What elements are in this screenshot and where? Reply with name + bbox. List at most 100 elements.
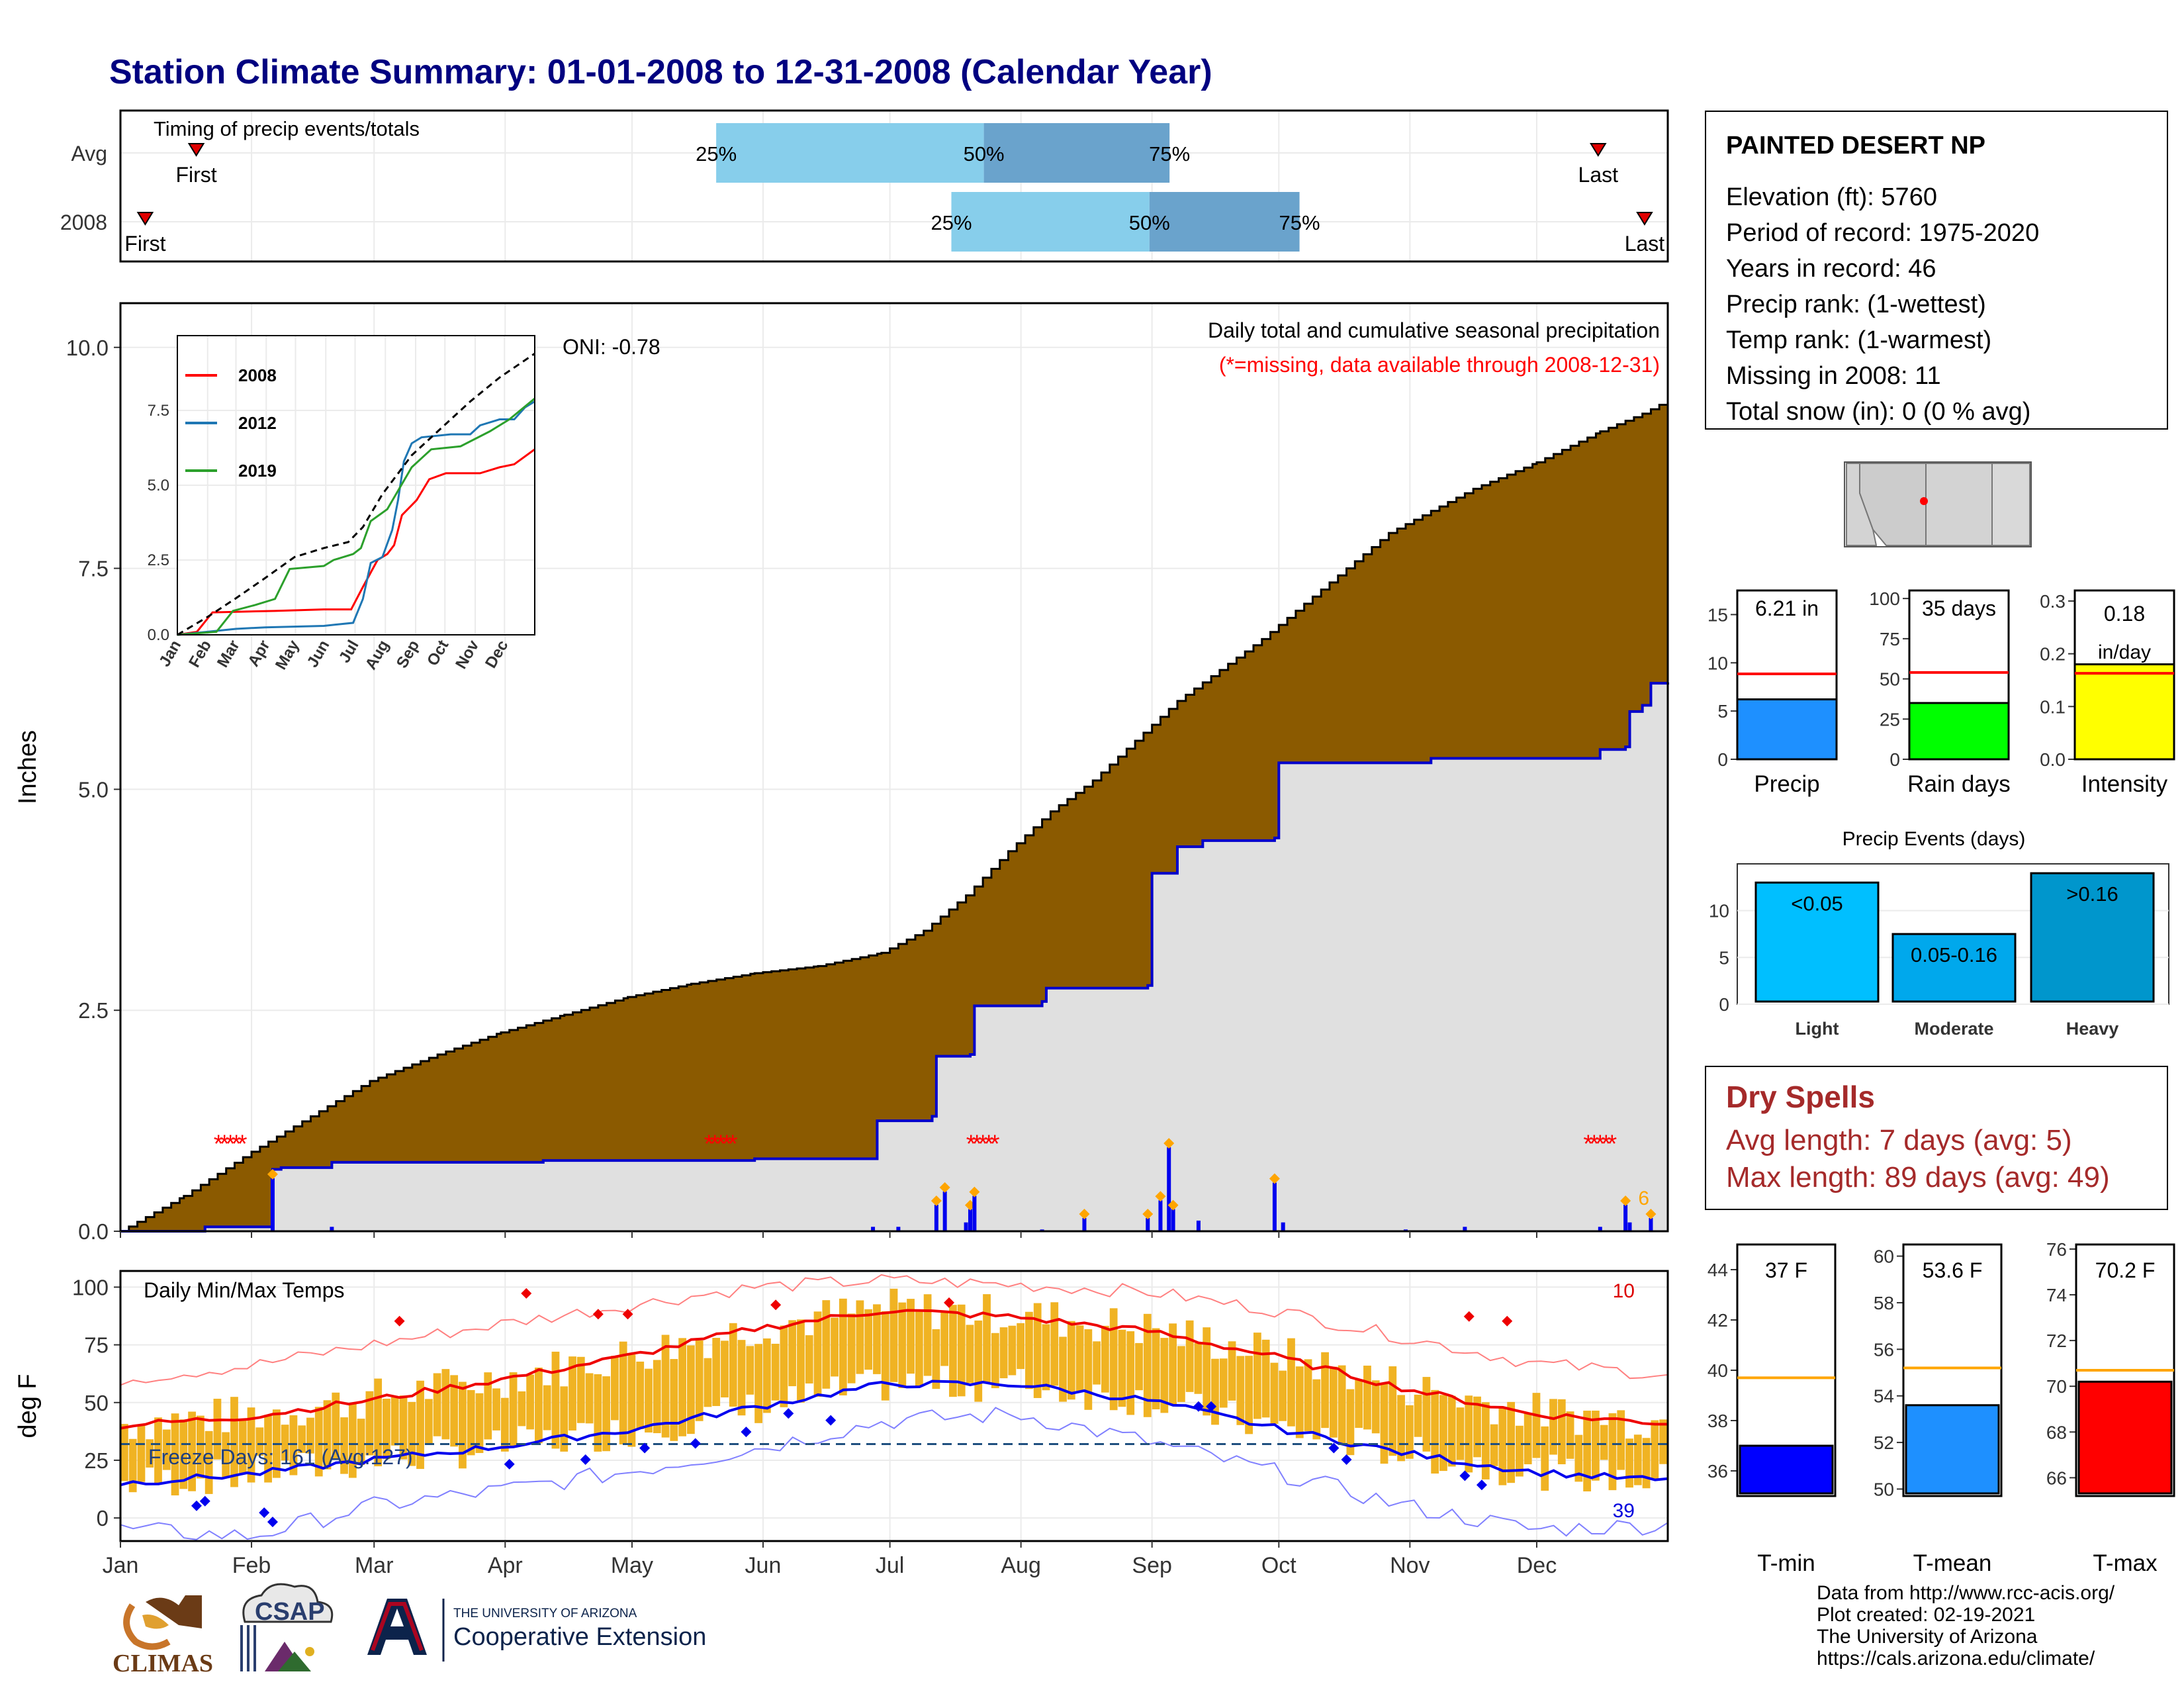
daily-temp-bar bbox=[1592, 1410, 1600, 1481]
record-low-marker bbox=[639, 1442, 651, 1454]
daily-temp-bar bbox=[1642, 1438, 1651, 1489]
tstat-tick-label: 40 bbox=[1707, 1360, 1728, 1381]
daily-temp-bar bbox=[526, 1374, 535, 1430]
temp-tick-label: 75 bbox=[84, 1333, 109, 1358]
stat-tick-label: 0 bbox=[1717, 749, 1728, 770]
station-name: PAINTED DESERT NP bbox=[1726, 132, 1986, 160]
tstat-tick-label: 38 bbox=[1707, 1411, 1728, 1431]
record-low-marker bbox=[267, 1517, 278, 1528]
daily-temp-bar bbox=[1067, 1321, 1075, 1400]
daily-temp-bar bbox=[695, 1340, 704, 1421]
precip-annotation-title: Daily total and cumulative seasonal prec… bbox=[1208, 318, 1660, 342]
temp-panel-label: Daily Min/Max Temps bbox=[144, 1278, 344, 1302]
record-low-marker bbox=[690, 1438, 701, 1449]
daily-temp-bar bbox=[729, 1323, 737, 1407]
month-label: Oct bbox=[1261, 1553, 1297, 1578]
daily-temp-bar bbox=[1371, 1380, 1380, 1434]
daily-temp-bar bbox=[1659, 1419, 1667, 1464]
daily-temp-bar bbox=[1017, 1323, 1025, 1370]
csap-logo: CSAP bbox=[240, 1583, 334, 1671]
temp-tick-label: 100 bbox=[72, 1275, 109, 1299]
daily-precip-bar bbox=[1649, 1217, 1653, 1231]
daily-temp-bar bbox=[1253, 1333, 1261, 1419]
daily-temp-bar bbox=[459, 1382, 467, 1469]
tstat-value-label: 70.2 F bbox=[2095, 1258, 2156, 1282]
climas-logo-text: CLIMAS bbox=[113, 1650, 213, 1677]
tstat-value-label: 53.6 F bbox=[1923, 1258, 1983, 1282]
daily-temp-bar bbox=[509, 1372, 518, 1448]
daily-temp-bar bbox=[594, 1374, 602, 1452]
month-label: Apr bbox=[488, 1553, 523, 1578]
daily-temp-bar bbox=[974, 1320, 983, 1402]
month-label: Jan bbox=[103, 1553, 139, 1578]
temp-tick-label: 25 bbox=[84, 1448, 109, 1473]
temp-axis-label: deg F bbox=[14, 1374, 42, 1438]
daily-temp-bar bbox=[1524, 1413, 1532, 1465]
daily-temp-bar bbox=[754, 1344, 762, 1423]
events-category-label: Light bbox=[1796, 1019, 1839, 1039]
record-low-marker bbox=[191, 1500, 202, 1511]
state-map-newmexico bbox=[1925, 463, 1993, 546]
record-low-marker bbox=[1476, 1479, 1487, 1491]
daily-precip-bar bbox=[896, 1227, 901, 1231]
daily-temp-bar bbox=[1498, 1407, 1507, 1485]
daily-temp-bar bbox=[390, 1397, 399, 1446]
precip-annotation-missing: (*=missing, data available through 2008-… bbox=[1219, 353, 1660, 377]
daily-temp-bar bbox=[1228, 1341, 1236, 1401]
stat-value-label: 35 days bbox=[1922, 596, 1996, 620]
daily-temp-bar bbox=[340, 1417, 348, 1474]
events-bar-label: >0.16 bbox=[2066, 882, 2118, 906]
timing-frame bbox=[119, 109, 1669, 263]
freeze-days-label: Freeze Days: 161 (Avg:127) bbox=[148, 1445, 413, 1469]
daily-temp-bar bbox=[1084, 1329, 1093, 1410]
timing-row-label: Avg bbox=[71, 142, 107, 165]
events-bar bbox=[1754, 881, 1880, 1003]
daily-temp-bar bbox=[128, 1438, 137, 1493]
tstat-tick-label: 72 bbox=[2046, 1331, 2067, 1351]
daily-temp-bar bbox=[771, 1343, 780, 1401]
daily-temp-bar bbox=[1042, 1324, 1050, 1391]
record-low-marker bbox=[1206, 1401, 1217, 1412]
record-low-marker bbox=[825, 1415, 837, 1426]
timing-q75-label: 75% bbox=[1149, 142, 1190, 165]
daily-temp-bar bbox=[1304, 1359, 1312, 1432]
stat-tick-label: 0 bbox=[1889, 749, 1900, 770]
credit-url: https://cals.arizona.edu/climate/ bbox=[1817, 1648, 2095, 1669]
daily-temp-bar bbox=[1414, 1394, 1422, 1437]
daily-temp-bar bbox=[1600, 1425, 1608, 1460]
month-label: Dec bbox=[1517, 1553, 1557, 1578]
daily-temp-bar bbox=[1380, 1382, 1388, 1464]
stat-tick-label: 0.3 bbox=[2040, 591, 2066, 612]
daily-temp-bar bbox=[1211, 1358, 1219, 1425]
daily-temp-bar bbox=[1075, 1325, 1084, 1391]
daily-precip-bar bbox=[968, 1209, 972, 1231]
missing-marker: * bbox=[1607, 1130, 1617, 1158]
stat-frame bbox=[1908, 589, 2010, 761]
daily-temp-bar bbox=[1465, 1395, 1473, 1473]
daily-temp-bar bbox=[1355, 1379, 1363, 1429]
daily-temp-bar bbox=[450, 1375, 459, 1447]
daily-temp-bar bbox=[686, 1345, 695, 1434]
daily-precip-bar bbox=[1146, 1217, 1150, 1231]
daily-temp-bar bbox=[889, 1288, 898, 1382]
daily-temp-bar bbox=[535, 1367, 543, 1444]
daily-temp-bar bbox=[1033, 1303, 1042, 1398]
dry-spells-box: Dry Spells Avg length: 7 days (avg: 5) M… bbox=[1705, 1066, 2168, 1210]
daily-temp-bar bbox=[1025, 1311, 1033, 1389]
daily-precip-bar bbox=[1196, 1220, 1201, 1231]
daily-precip-marker bbox=[267, 1168, 278, 1180]
stat-bar bbox=[1736, 698, 1838, 761]
daily-precip-bar bbox=[270, 1178, 275, 1231]
missing-marker: * bbox=[232, 1130, 242, 1158]
daily-temp-bar bbox=[1651, 1420, 1659, 1479]
daily-temp-bar bbox=[492, 1388, 500, 1430]
stat-value-label: 6.21 in bbox=[1755, 596, 1819, 620]
daily-temp-bar bbox=[255, 1427, 264, 1456]
daily-temp-bar bbox=[1557, 1399, 1566, 1464]
daily-temp-bar bbox=[839, 1298, 847, 1395]
missing-marker: * bbox=[990, 1130, 1000, 1158]
daily-temp-bar bbox=[348, 1403, 357, 1478]
month-label: May bbox=[611, 1553, 653, 1578]
tstat-tick-label: 54 bbox=[1874, 1386, 1894, 1407]
